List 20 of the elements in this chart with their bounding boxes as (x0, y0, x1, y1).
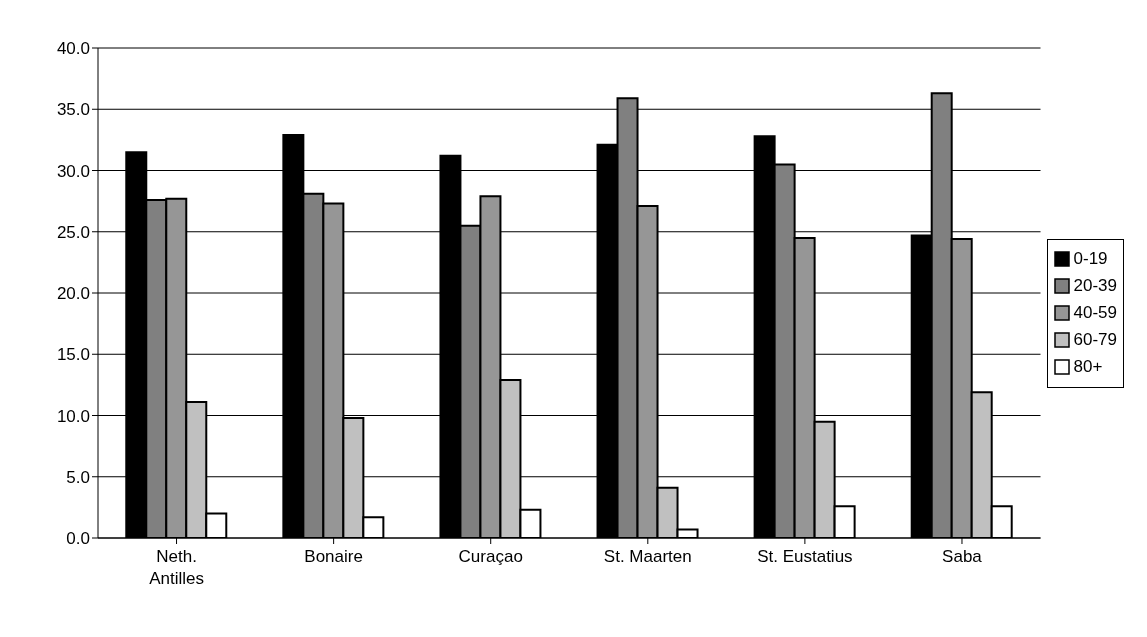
y-tick-label: 35.0 (56, 100, 90, 120)
x-tick-label: Curaçao (458, 547, 523, 566)
x-tick-label: Neth. Antilles (149, 547, 204, 588)
y-tick-label: 20.0 (56, 284, 90, 304)
y-tick-label: 15.0 (56, 345, 90, 365)
y-tick-label: 40.0 (56, 39, 90, 59)
legend-label: 80+ (1073, 357, 1103, 377)
y-tick-label: 25.0 (56, 222, 90, 242)
y-tick-label: 10.0 (56, 406, 90, 426)
y-tick-label: 5.0 (66, 467, 90, 487)
x-tick-label: Saba (942, 547, 983, 566)
x-tick-label: St. Maarten (603, 547, 692, 566)
y-tick-label: 0.0 (66, 529, 90, 549)
y-tick-label: 30.0 (56, 161, 90, 181)
legend-label: 40-59 (1073, 303, 1117, 323)
legend-label: 20-39 (1073, 276, 1117, 296)
x-tick-label: Bonaire (304, 547, 363, 566)
legend-label: 0-19 (1073, 249, 1108, 269)
x-tick-label: St. Eustatius (757, 547, 853, 566)
legend-label: 60-79 (1073, 330, 1117, 350)
